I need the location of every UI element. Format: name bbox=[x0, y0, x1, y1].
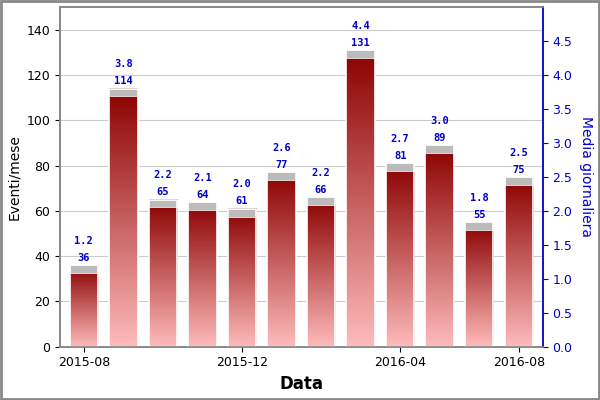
Text: 55: 55 bbox=[473, 210, 485, 220]
FancyBboxPatch shape bbox=[70, 265, 98, 273]
FancyBboxPatch shape bbox=[425, 145, 454, 153]
Text: 114: 114 bbox=[114, 76, 133, 86]
FancyBboxPatch shape bbox=[188, 202, 217, 210]
Text: 131: 131 bbox=[351, 38, 370, 48]
Text: 1.2: 1.2 bbox=[74, 236, 93, 246]
FancyBboxPatch shape bbox=[228, 208, 256, 216]
FancyBboxPatch shape bbox=[465, 222, 493, 230]
Text: 61: 61 bbox=[236, 196, 248, 206]
FancyBboxPatch shape bbox=[149, 200, 177, 208]
FancyBboxPatch shape bbox=[386, 163, 415, 171]
Text: 2.2: 2.2 bbox=[154, 170, 172, 180]
Text: 2.7: 2.7 bbox=[391, 134, 410, 144]
Text: 65: 65 bbox=[157, 187, 169, 197]
Text: 2.1: 2.1 bbox=[193, 172, 212, 182]
Bar bbox=[425, 145, 454, 347]
Bar bbox=[188, 202, 217, 347]
Bar bbox=[386, 163, 415, 347]
FancyBboxPatch shape bbox=[267, 172, 296, 180]
Text: 2.5: 2.5 bbox=[509, 148, 528, 158]
Text: 2.6: 2.6 bbox=[272, 143, 291, 153]
Bar bbox=[228, 208, 256, 347]
Text: 1.8: 1.8 bbox=[470, 193, 488, 203]
FancyBboxPatch shape bbox=[307, 197, 335, 205]
FancyBboxPatch shape bbox=[505, 177, 533, 185]
Bar bbox=[505, 177, 533, 347]
Text: 75: 75 bbox=[512, 164, 525, 174]
Text: 89: 89 bbox=[433, 133, 446, 143]
Bar bbox=[307, 197, 335, 347]
Bar bbox=[346, 50, 375, 347]
X-axis label: Data: Data bbox=[279, 375, 323, 393]
Bar bbox=[70, 265, 98, 347]
FancyBboxPatch shape bbox=[346, 50, 375, 58]
Text: 4.4: 4.4 bbox=[351, 21, 370, 31]
Bar bbox=[109, 88, 137, 347]
Text: 3.0: 3.0 bbox=[430, 116, 449, 126]
Bar bbox=[465, 222, 493, 347]
Text: 77: 77 bbox=[275, 160, 288, 170]
FancyBboxPatch shape bbox=[109, 88, 137, 96]
Text: 36: 36 bbox=[77, 253, 90, 263]
Text: 2.0: 2.0 bbox=[233, 179, 251, 189]
Y-axis label: Media giornaliera: Media giornaliera bbox=[579, 116, 593, 237]
Bar bbox=[149, 200, 177, 347]
Text: 81: 81 bbox=[394, 151, 406, 161]
Text: 2.2: 2.2 bbox=[311, 168, 331, 178]
Text: 64: 64 bbox=[196, 190, 209, 200]
Text: 66: 66 bbox=[315, 185, 328, 195]
Text: 3.8: 3.8 bbox=[114, 59, 133, 69]
Y-axis label: Eventi/mese: Eventi/mese bbox=[7, 134, 21, 220]
Bar bbox=[267, 172, 296, 347]
